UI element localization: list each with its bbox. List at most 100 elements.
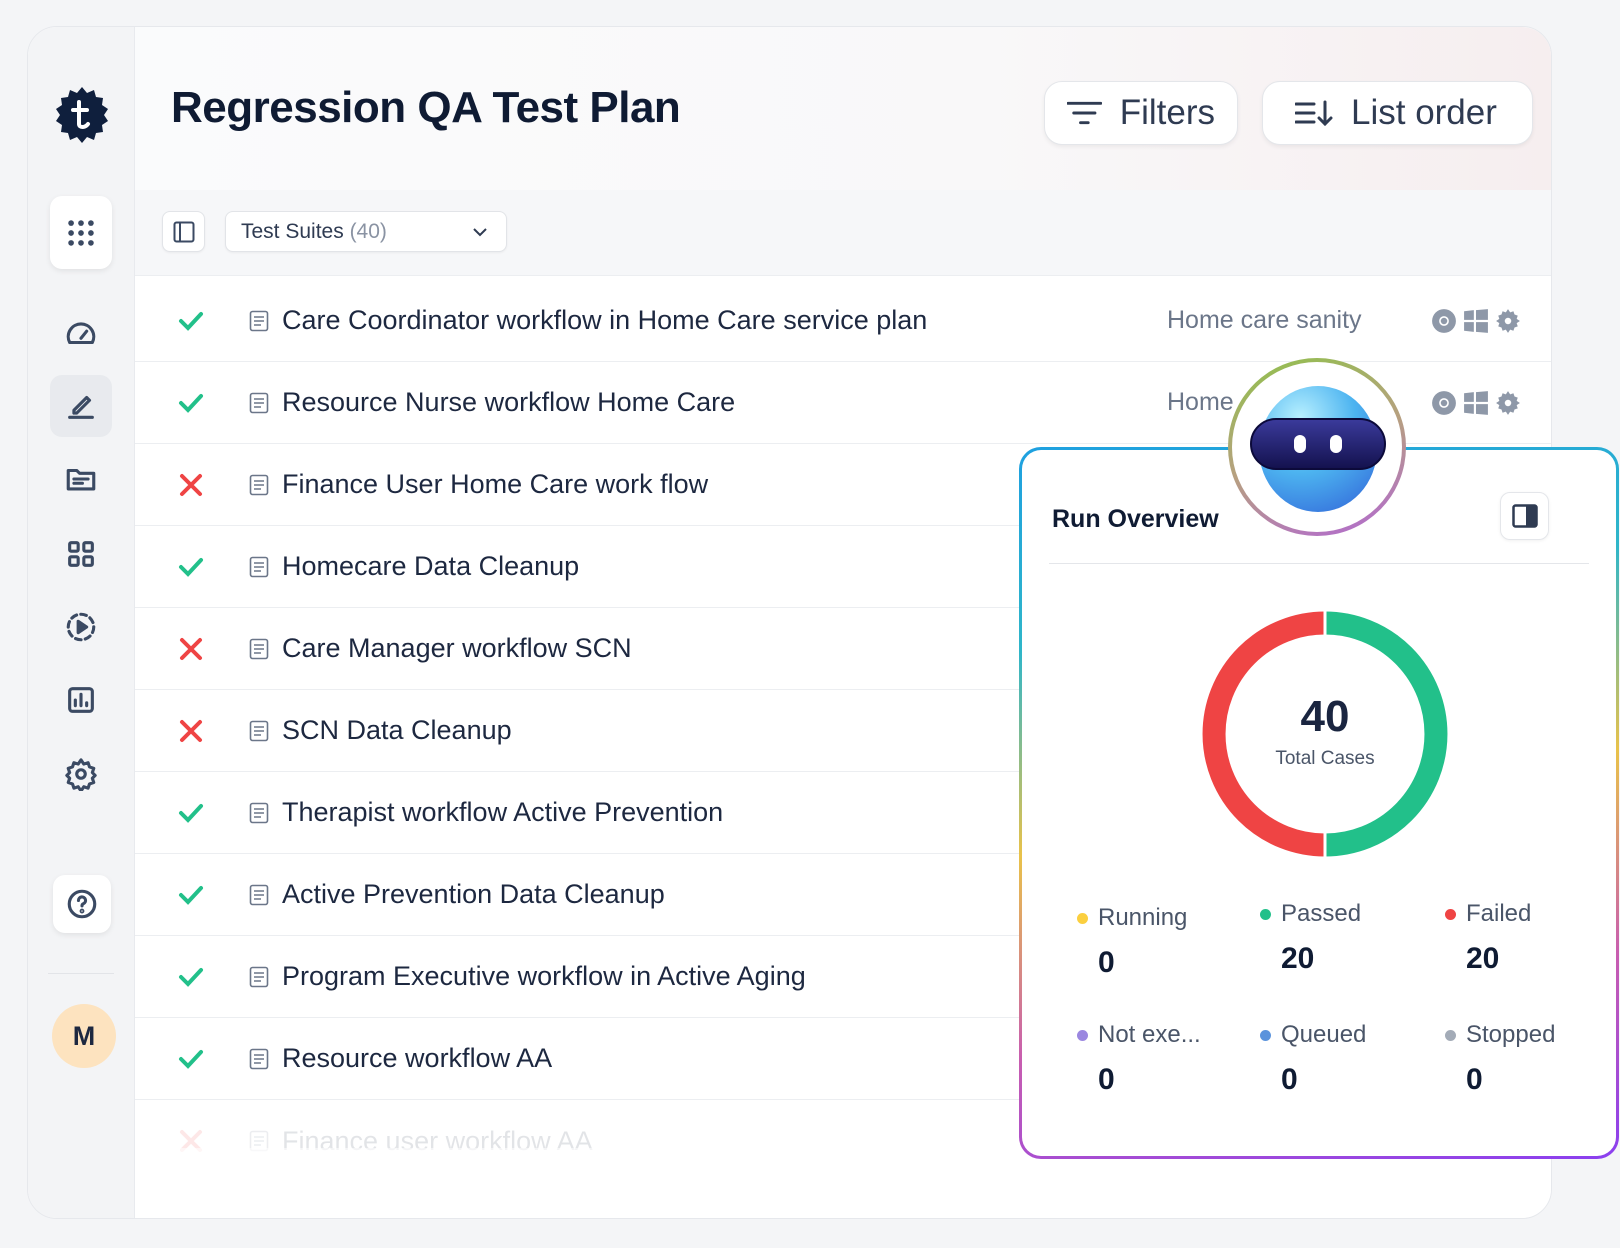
stat-stopped: Stopped 0 [1445, 1021, 1555, 1097]
chrome-icon [1431, 308, 1457, 334]
filters-button[interactable]: Filters [1044, 81, 1238, 145]
squares-icon [68, 541, 94, 567]
toggle-sidebar-button[interactable] [162, 211, 205, 252]
table-row[interactable]: Resource workflow AA [135, 1018, 1551, 1100]
bar-chart-icon [68, 687, 94, 713]
sidebar-item-settings[interactable] [50, 743, 112, 805]
run-overview-panel: Run Overview 40 Total Cases Running 0 Pass… [1019, 447, 1619, 1159]
logo-icon[interactable] [52, 85, 112, 145]
test-suites-dropdown[interactable]: Test Suites (40) [225, 211, 507, 252]
document-icon [249, 1048, 269, 1069]
test-suite-name[interactable]: Resource Nurse workflow Home Care [282, 387, 736, 417]
list-order-button[interactable]: List order [1262, 81, 1533, 145]
sidebar-item-test-editor[interactable] [50, 375, 112, 437]
x-icon [180, 473, 202, 496]
sidebar-item-files[interactable] [50, 448, 112, 510]
test-suite-name[interactable]: Homecare Data Cleanup [282, 551, 580, 581]
check-icon [179, 967, 203, 987]
status-dot [1260, 1029, 1271, 1041]
dropdown-label: Test Suites [241, 219, 344, 243]
robot-icon [1232, 362, 1402, 532]
stat-label: Stopped [1466, 1021, 1556, 1048]
check-icon [179, 557, 203, 577]
status-dot [1445, 1029, 1456, 1041]
stat-value: 0 [1281, 1063, 1298, 1096]
grid-dots-icon [68, 219, 94, 246]
test-suite-name[interactable]: Resource workflow AA [282, 1043, 553, 1073]
test-suite-name[interactable]: Finance User Home Care work flow [282, 469, 709, 499]
check-icon [179, 803, 203, 823]
table-row[interactable]: Homecare Data Cleanup [135, 526, 1551, 608]
test-suite-name[interactable]: Active Prevention Data Cleanup [282, 879, 665, 909]
total-count: 40 [1300, 692, 1350, 741]
stat-value: 20 [1281, 942, 1315, 975]
sidebar-item-modules[interactable] [50, 523, 112, 585]
suite-tag: Home care sanity [1167, 306, 1362, 334]
help-button[interactable] [53, 875, 111, 933]
sidebar: M [28, 27, 135, 1218]
apps-grid-button[interactable] [50, 196, 112, 269]
chrome-icon [1431, 390, 1457, 416]
stat-label: Not exe... [1098, 1021, 1201, 1048]
status-dot [1077, 1029, 1088, 1041]
table-row[interactable]: SCN Data Cleanup [135, 690, 1551, 772]
sidebar-item-reports[interactable] [50, 669, 112, 731]
table-row[interactable]: Therapist workflow Active Prevention [135, 772, 1551, 854]
toggle-panel-button[interactable] [1500, 492, 1549, 540]
table-row[interactable]: Active Prevention Data Cleanup [135, 854, 1551, 936]
sidebar-item-dashboard[interactable] [50, 303, 112, 365]
stat-value: 20 [1466, 942, 1500, 975]
document-icon [249, 310, 269, 331]
windows-icon [1463, 390, 1489, 416]
check-icon [179, 393, 203, 413]
document-icon [249, 638, 269, 659]
sidebar-panel-icon [173, 221, 194, 242]
table-row[interactable]: Care Manager workflow SCN [135, 608, 1551, 690]
table-row[interactable]: Care Coordinator workflow in Home Care s… [135, 280, 1551, 362]
panel-divider [1049, 563, 1589, 564]
x-icon [180, 637, 202, 660]
total-label: Total Cases [1275, 748, 1375, 769]
stat-running: Running 0 [1077, 904, 1187, 980]
test-suite-name[interactable]: Program Executive workflow in Active Agi… [282, 961, 806, 991]
test-suite-name[interactable]: Therapist workflow Active Prevention [282, 797, 724, 827]
filter-icon [1067, 101, 1102, 125]
play-circle-icon [66, 612, 96, 642]
document-icon [249, 966, 269, 987]
sidebar-divider [48, 973, 114, 974]
table-row[interactable]: Finance User Home Care work flow [135, 444, 1551, 526]
list-fade [135, 1148, 1551, 1218]
assistant-avatar[interactable] [1228, 358, 1406, 536]
sort-descending-icon [1295, 100, 1333, 126]
page-title: Regression QA Test Plan [171, 83, 681, 132]
test-suite-name[interactable]: Care Manager workflow SCN [282, 633, 632, 663]
status-dot [1260, 908, 1271, 920]
document-icon [249, 720, 269, 741]
speedometer-icon [66, 322, 96, 345]
list-order-label: List order [1351, 93, 1497, 132]
sidebar-item-runs[interactable] [50, 596, 112, 658]
question-circle-icon [67, 889, 97, 919]
test-suite-name[interactable]: Care Coordinator workflow in Home Care s… [282, 305, 928, 335]
stat-label: Queued [1281, 1021, 1367, 1048]
stat-label: Passed [1281, 900, 1362, 927]
page-header: Regression QA Test Plan Filters List ord… [135, 27, 1551, 190]
pencil-icon [68, 395, 94, 419]
document-icon [249, 884, 269, 905]
status-dot [1445, 908, 1456, 920]
avatar[interactable]: M [52, 1004, 116, 1068]
donut-slice-failed[interactable] [1202, 611, 1326, 857]
donut-slice-passed[interactable] [1324, 611, 1448, 857]
toolbar: Test Suites (40) [135, 190, 1551, 276]
table-row[interactable]: Resource Nurse workflow Home Care Home [135, 362, 1551, 444]
folder-icon [66, 468, 96, 491]
test-suite-name[interactable]: SCN Data Cleanup [282, 715, 512, 745]
panel-right-icon [1511, 504, 1538, 528]
x-icon [180, 719, 202, 742]
gear-icon [65, 758, 97, 791]
stat-value: 0 [1098, 1063, 1115, 1096]
filters-label: Filters [1119, 93, 1215, 132]
table-row[interactable]: Program Executive workflow in Active Agi… [135, 936, 1551, 1018]
check-icon [179, 1049, 203, 1069]
donut-chart [1202, 611, 1448, 857]
